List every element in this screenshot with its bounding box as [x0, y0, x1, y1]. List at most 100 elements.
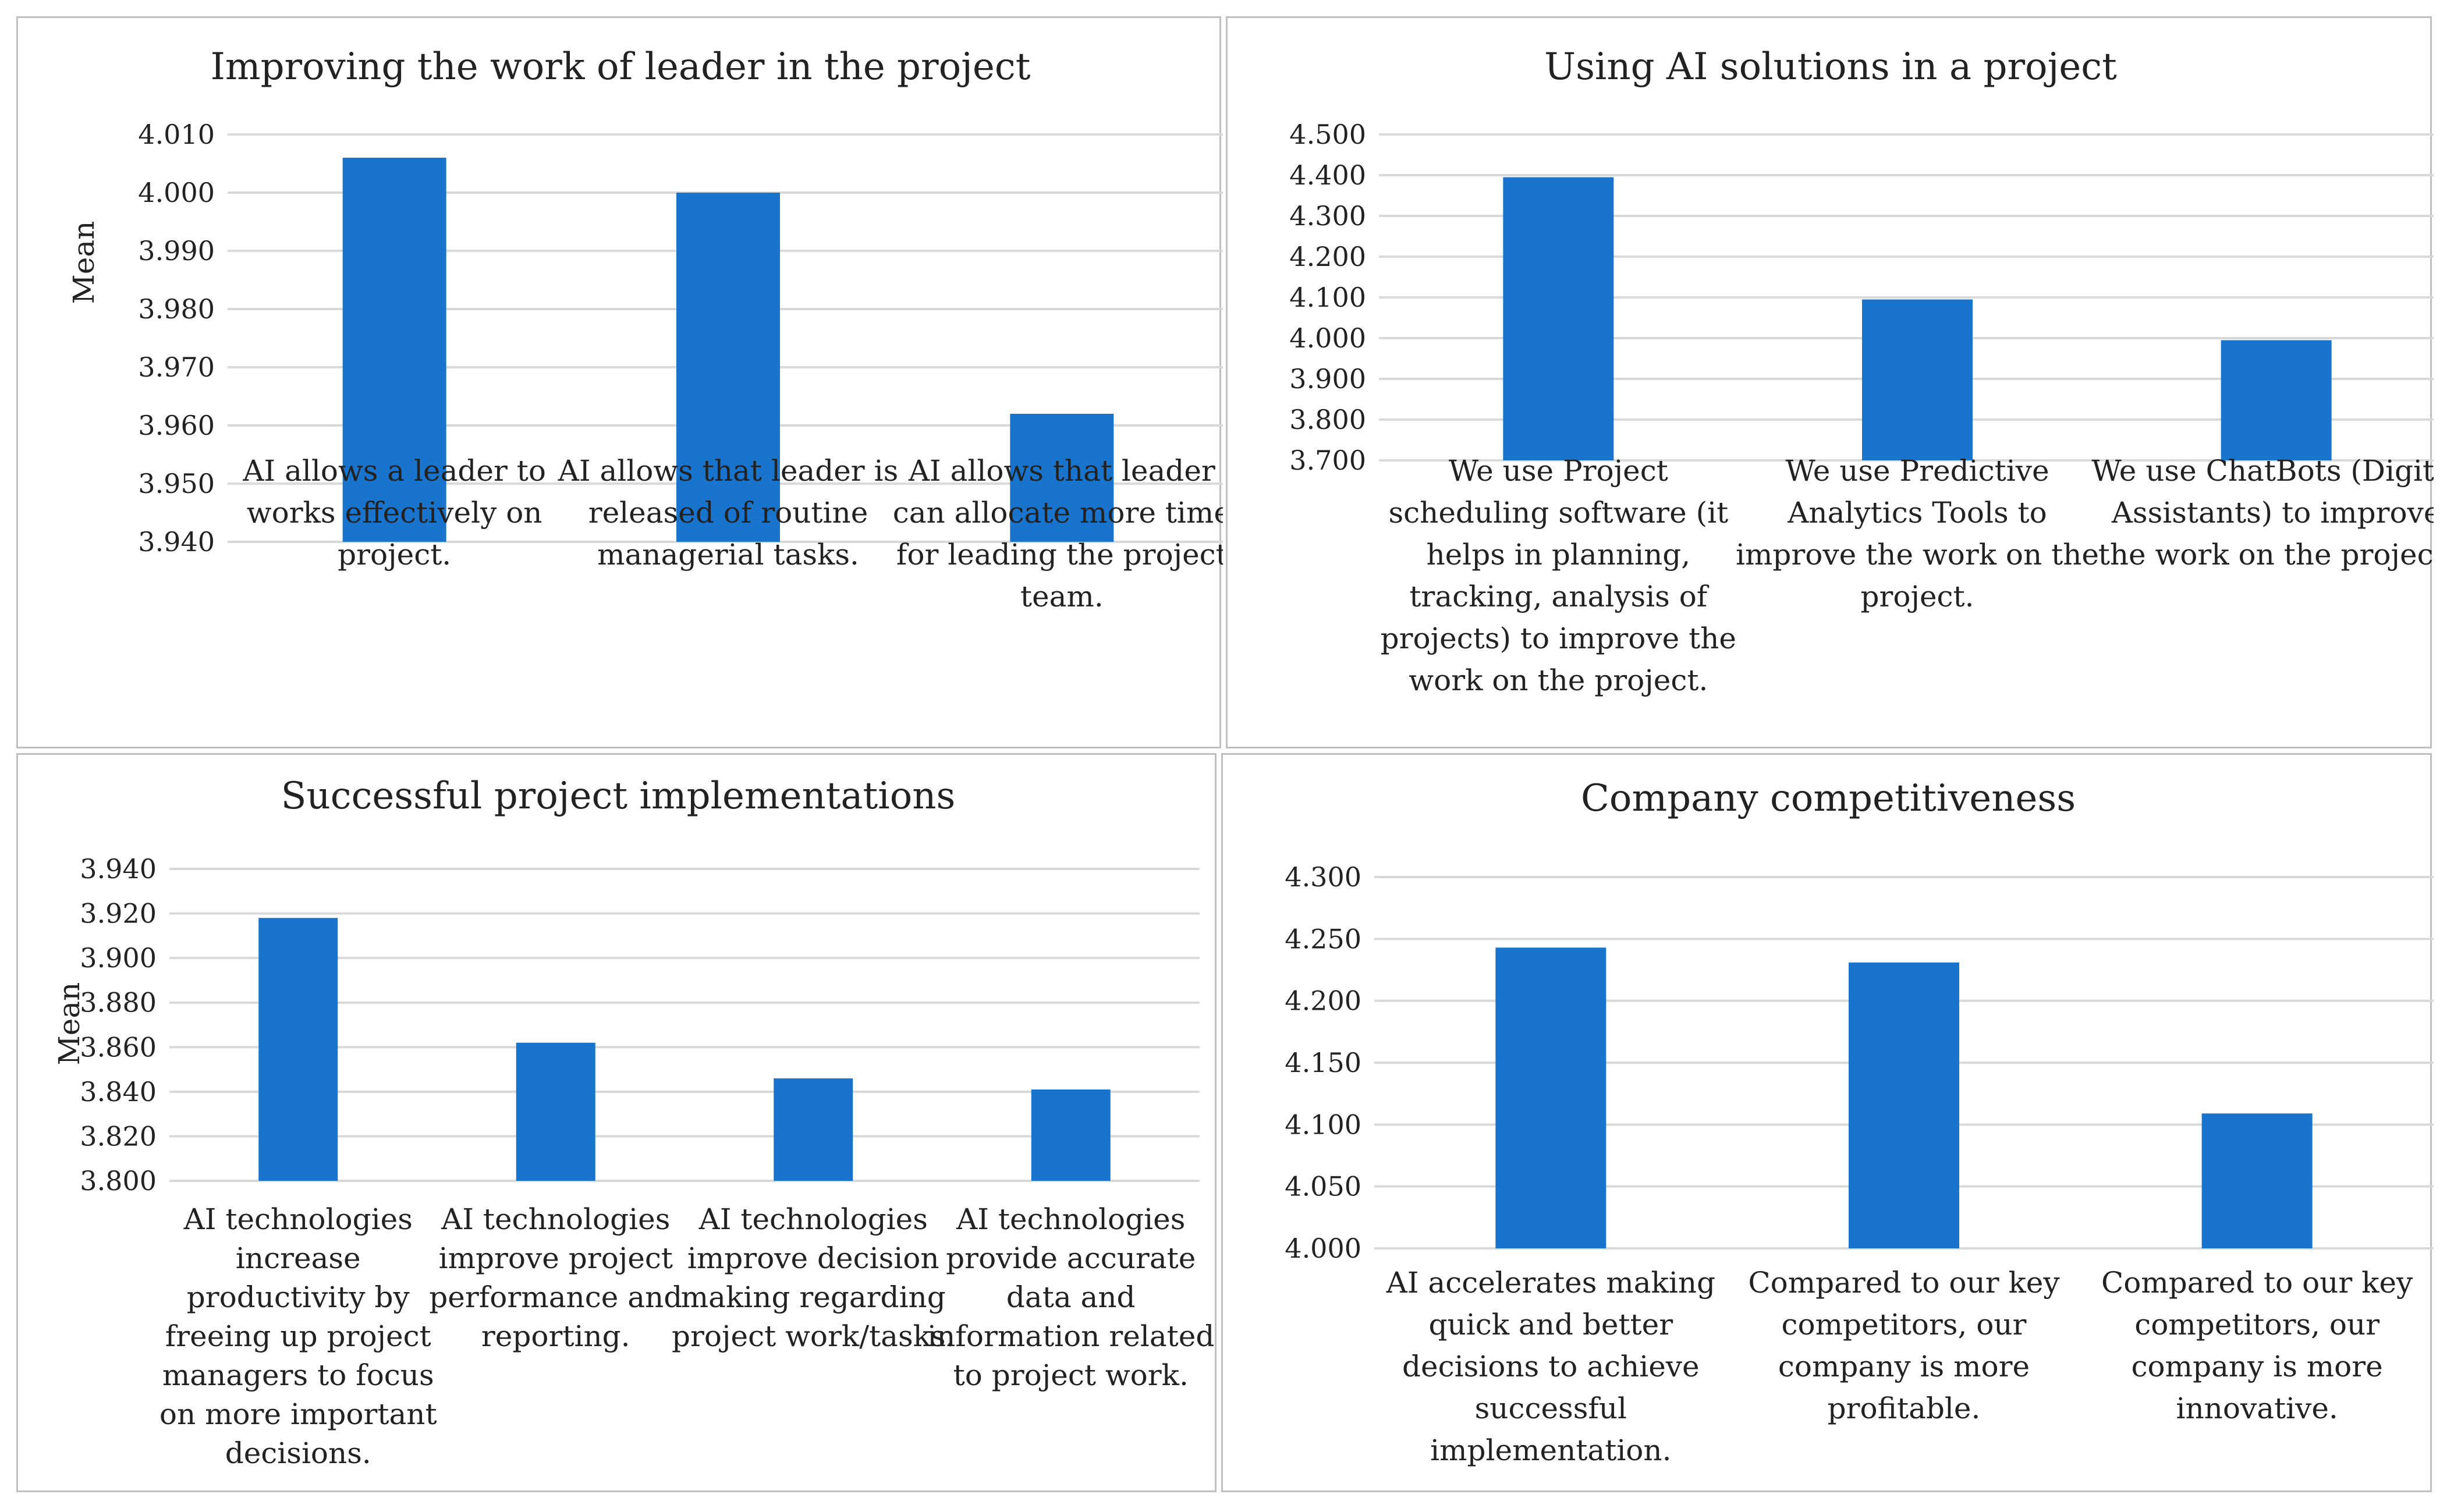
bar-3 — [1010, 414, 1114, 542]
category-label-line: Compared to our key — [1748, 1266, 2060, 1300]
chart-panel-successful-implementations: Successful project implementations 3.800 3… — [16, 753, 1217, 1492]
category-label-line: We use Predictive — [1785, 454, 2049, 488]
category-label-line: performance and — [429, 1280, 682, 1314]
category-label-line: managers to focus — [162, 1358, 434, 1392]
bar-chart-ai-solutions: Using AI solutions in a project 3.700 3.80… — [1289, 45, 2434, 697]
category-label-line: AI accelerates making — [1386, 1266, 1715, 1300]
chart-panel-ai-solutions: Using AI solutions in a project 3.700 3.80… — [1226, 16, 2434, 748]
bar-2 — [1849, 962, 1959, 1248]
category-label-line: data and — [1006, 1280, 1136, 1314]
chart-title: Company competitiveness — [1581, 777, 2076, 820]
category-label-line: to project work. — [953, 1358, 1189, 1392]
category-label-line: company is more — [1778, 1350, 2030, 1383]
category-label-line: for leading the project — [896, 538, 1223, 572]
y-tick-label: 4.150 — [1285, 1047, 1361, 1078]
y-tick-label: 4.100 — [1285, 1109, 1361, 1140]
y-tick-label: 4.000 — [1285, 1233, 1361, 1264]
y-tick-label: 3.800 — [80, 1165, 157, 1197]
y-tick-label: 4.010 — [138, 119, 215, 150]
category-label-line: on more important — [159, 1397, 437, 1431]
chart-panel-company-competitiveness: Company competitiveness 4.000 4.050 4.100 4.… — [1221, 753, 2434, 1492]
y-tick-label: 4.300 — [1289, 200, 1366, 232]
y-tick-label: 3.860 — [80, 1031, 157, 1063]
category-label-line: innovative. — [2176, 1392, 2338, 1425]
chart-title: Using AI solutions in a project — [1544, 45, 2117, 88]
y-tick-label: 4.400 — [1289, 159, 1366, 191]
category-label-line: improve the work on the — [1736, 538, 2099, 572]
y-tick-label: 3.800 — [1289, 404, 1366, 435]
y-tick-label: 3.950 — [138, 468, 215, 499]
bar-2 — [516, 1042, 595, 1181]
category-label-line: projects) to improve the — [1381, 622, 1736, 655]
bar-1 — [1503, 177, 1614, 460]
category-label-line: quick and better — [1429, 1308, 1673, 1341]
category-label-line: can allocate more time — [893, 496, 1223, 530]
category-label-line: improve decision — [687, 1241, 939, 1275]
bar-3 — [774, 1078, 853, 1181]
y-tick-label: 4.250 — [1285, 923, 1361, 954]
category-label-line: AI technologies — [441, 1202, 670, 1236]
bar-1 — [258, 918, 338, 1181]
chart-title: Improving the work of leader in the proj… — [211, 45, 1031, 88]
y-tick-label: 3.900 — [80, 942, 157, 974]
y-tick-label: 4.050 — [1285, 1171, 1361, 1202]
bar-chart-leader-work: Improving the work of leader in the proj… — [67, 45, 1223, 613]
category-label-line: the work on the project. — [2098, 538, 2434, 572]
category-label-line: works effectively on — [247, 496, 542, 530]
y-tick-label: 3.900 — [1289, 363, 1366, 395]
bar-2 — [676, 193, 780, 542]
category-label-line: AI technologies — [183, 1202, 413, 1236]
bar-4 — [1031, 1089, 1111, 1181]
category-label-line: company is more — [2132, 1350, 2383, 1383]
y-tick-label: 4.200 — [1285, 985, 1361, 1017]
category-label-line: Analytics Tools to — [1787, 496, 2047, 530]
y-tick-label: 3.920 — [80, 898, 157, 929]
category-label-line: increase — [236, 1241, 361, 1275]
category-label-line: helps in planning, — [1426, 538, 1690, 572]
category-label-line: implementation. — [1430, 1433, 1671, 1467]
y-tick-label: 3.840 — [80, 1076, 157, 1108]
category-label-line: project. — [1860, 580, 1974, 613]
category-label-line: scheduling software (it — [1388, 496, 1728, 530]
category-label-line: improve project — [439, 1241, 673, 1275]
category-label-line: work on the project. — [1409, 663, 1708, 697]
category-label-line: team. — [1020, 580, 1104, 613]
category-label-line: reporting. — [481, 1319, 630, 1353]
bar-1 — [342, 158, 446, 542]
chart-title: Successful project implementations — [281, 775, 956, 818]
category-label-line: AI allows a leader to — [242, 454, 546, 488]
category-label-line: competitors, our — [1782, 1308, 2027, 1341]
category-label-line: decisions to achieve — [1402, 1350, 1700, 1383]
y-tick-label: 4.300 — [1285, 861, 1361, 893]
category-label-line: tracking, analysis of — [1409, 580, 1709, 613]
y-tick-label: 3.820 — [80, 1120, 157, 1152]
category-label-line: Compared to our key — [2101, 1266, 2413, 1300]
category-label-line: AI allows that leader — [908, 454, 1215, 488]
category-label-line: project work/tasks. — [672, 1319, 955, 1353]
y-tick-label: 3.990 — [138, 235, 215, 267]
y-tick-label: 4.000 — [1289, 322, 1366, 354]
category-label-line: decisions. — [225, 1436, 371, 1470]
y-tick-label: 3.960 — [138, 410, 215, 441]
y-tick-label: 3.700 — [1289, 445, 1366, 476]
category-label-line: making regarding — [681, 1280, 946, 1314]
chart-panel-leader-work: Improving the work of leader in the proj… — [16, 16, 1223, 748]
category-label-line: productivity by — [187, 1280, 410, 1314]
category-label-line: profitable. — [1828, 1392, 1981, 1425]
y-tick-label: 3.880 — [80, 987, 157, 1018]
category-label-line: We use Project — [1449, 454, 1668, 488]
category-label-line: project. — [338, 538, 451, 572]
category-label-line: AI technologies — [956, 1202, 1185, 1236]
category-label-line: released of routine — [588, 496, 868, 530]
y-tick-label: 4.200 — [1289, 241, 1366, 272]
category-label-line: managerial tasks. — [597, 538, 859, 572]
bar-3 — [2221, 340, 2332, 460]
y-axis-title: Mean — [52, 982, 86, 1066]
category-label-line: competitors, our — [2134, 1308, 2379, 1341]
y-tick-label: 3.980 — [138, 293, 215, 325]
category-label-line: provide accurate — [946, 1241, 1196, 1275]
category-label-line: We use ChatBots (Digital — [2091, 454, 2434, 488]
y-tick-label: 4.100 — [1289, 282, 1366, 313]
category-label-line: Assistants) to improve — [2111, 496, 2434, 530]
y-tick-label: 3.970 — [138, 352, 215, 383]
